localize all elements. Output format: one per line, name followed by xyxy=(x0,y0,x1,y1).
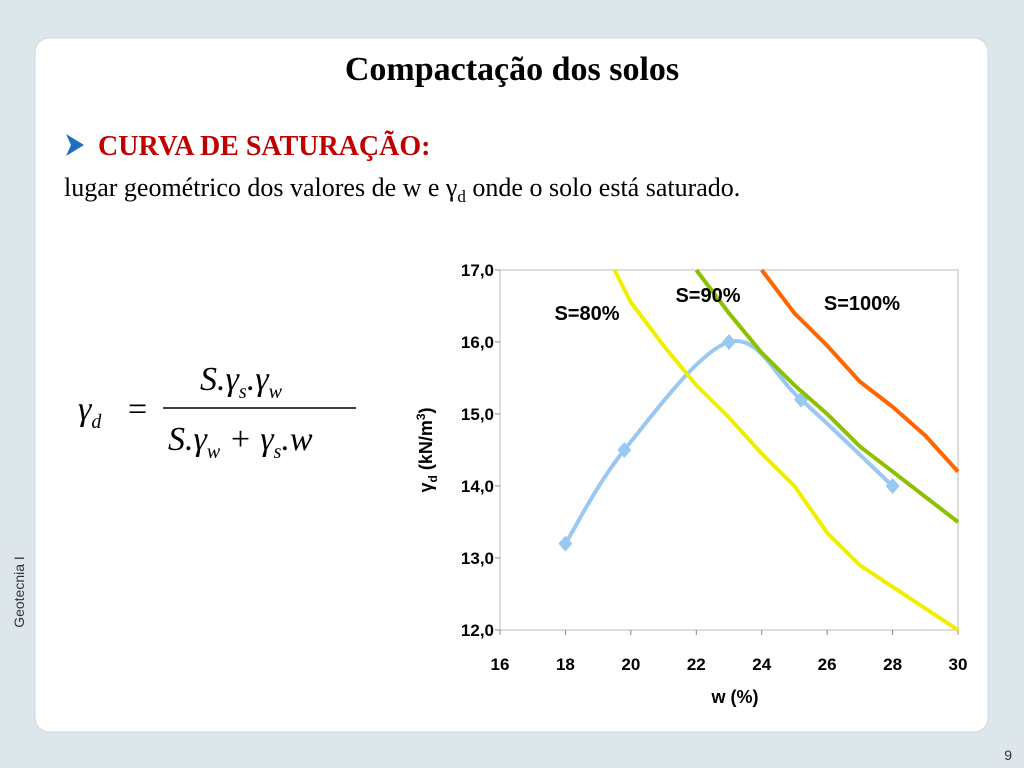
numerator: S.γs.γw xyxy=(200,361,283,403)
bullet-heading: CURVA DE SATURAÇÃO: xyxy=(98,131,430,162)
title: Compactação dos solos xyxy=(345,51,679,88)
y-tick-label: 12,0 xyxy=(461,621,494,640)
chart: w (%) γd (kN/m3) 12,0 13,0 14,0 15,0 16,0 17,… xyxy=(414,261,967,707)
formula-lhs: γd xyxy=(78,391,102,433)
y-tick-label: 15,0 xyxy=(461,405,494,424)
y-tick-label: 14,0 xyxy=(461,477,494,496)
y-tick-label: 17,0 xyxy=(461,261,494,280)
den-sub: w xyxy=(207,441,221,463)
equals: = xyxy=(128,391,147,428)
x-tick-label: 26 xyxy=(818,655,837,674)
denominator: S.γw + γs.w xyxy=(168,421,313,463)
den-part: .w xyxy=(281,421,313,458)
x-tick-label: 16 xyxy=(491,655,510,674)
y-axis-label: γd (kN/m3) xyxy=(414,407,440,492)
page-number: 9 xyxy=(1004,747,1012,763)
lhs-sub: d xyxy=(91,411,102,433)
bullet-arrow xyxy=(66,134,84,156)
series-line xyxy=(612,269,960,632)
plot-area xyxy=(499,269,959,631)
den-part: S.γ xyxy=(168,421,209,458)
x-axis-label: w (%) xyxy=(711,687,759,707)
x-tick-label: 20 xyxy=(621,655,640,674)
y-label-sup: 3 xyxy=(414,413,428,420)
series-line xyxy=(694,268,960,524)
num-part: S.γ xyxy=(200,361,241,398)
num-sub: s xyxy=(239,381,247,403)
marker xyxy=(885,478,900,494)
marker xyxy=(722,334,736,350)
y-label-part: γ xyxy=(416,483,436,493)
x-tick-label: 18 xyxy=(556,655,575,674)
series-line xyxy=(760,268,960,473)
text-part: lugar geométrico dos valores de w e γ xyxy=(64,173,457,202)
x-tick-label: 22 xyxy=(687,655,706,674)
num-part: .γ xyxy=(247,361,271,398)
num-sub: w xyxy=(269,381,283,403)
bullet-text: lugar geométrico dos valores de w e γd o… xyxy=(64,173,740,206)
text-part: onde o solo está saturado. xyxy=(466,173,740,202)
den-part: + γ xyxy=(220,421,275,458)
lhs: γ xyxy=(78,391,93,428)
x-tick-label: 30 xyxy=(949,655,968,674)
series-label: S=80% xyxy=(554,303,619,325)
marker xyxy=(558,535,573,552)
x-tick-label: 24 xyxy=(752,655,771,674)
marker xyxy=(617,442,632,458)
y-tick-label: 13,0 xyxy=(461,549,494,568)
text-sub: d xyxy=(457,187,466,206)
series-label: S=90% xyxy=(675,285,740,307)
den-sub: s xyxy=(274,441,282,463)
y-label-part: ) xyxy=(416,407,436,413)
y-label-part: (kN/m xyxy=(416,420,436,475)
formula: γd = S.γs.γw S.γw + γs.w xyxy=(78,361,356,463)
y-label-sub: d xyxy=(426,475,440,482)
x-tick-label: 28 xyxy=(883,655,902,674)
sidebar: Geotecnia I xyxy=(11,556,27,628)
y-tick-label: 16,0 xyxy=(461,333,494,352)
series-label: S=100% xyxy=(824,293,900,315)
